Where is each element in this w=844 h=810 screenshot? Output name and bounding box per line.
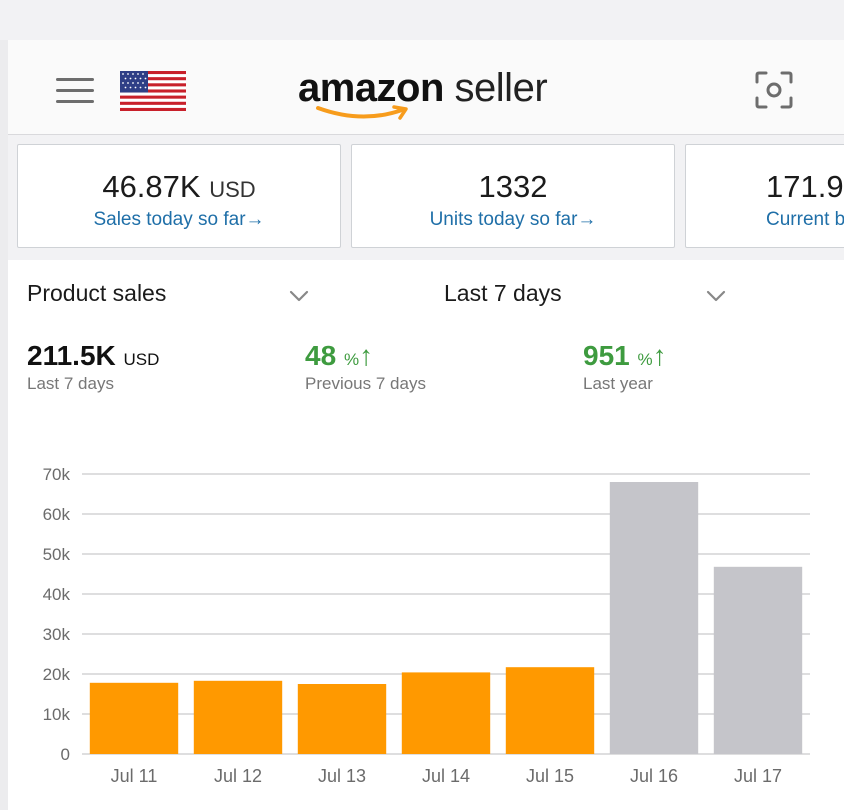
- sales-panel: Product sales Last 7 days 211.5K USD Las…: [8, 260, 844, 810]
- y-tick-label: 50k: [43, 545, 71, 564]
- arrow-up-icon: ↑: [652, 340, 667, 371]
- bar: [193, 680, 283, 754]
- y-tick-label: 20k: [43, 665, 71, 684]
- hamburger-menu-icon[interactable]: [56, 78, 94, 104]
- amazon-smile-icon: [316, 105, 408, 120]
- x-tick-label: Jul 12: [214, 766, 262, 786]
- x-tick-label: Jul 15: [526, 766, 574, 786]
- arrow-up-icon: ↑: [359, 340, 374, 371]
- prev-period-value: 48: [305, 340, 337, 371]
- y-tick-label: 40k: [43, 585, 71, 604]
- logo-word-amazon: amazon: [298, 66, 444, 110]
- x-tick-label: Jul 13: [318, 766, 366, 786]
- y-tick-label: 30k: [43, 625, 71, 644]
- prev-period-unit: %: [343, 350, 360, 369]
- bar: [609, 482, 699, 754]
- units-today-card[interactable]: 1332 Units today so far→: [351, 144, 675, 248]
- arrow-right-icon: →: [577, 209, 597, 230]
- kpi-cards-row: 46.87K USD Sales today so far→ 1332 Unit…: [8, 135, 844, 260]
- bar: [297, 684, 387, 754]
- bar: [401, 672, 491, 754]
- current-balance-card[interactable]: 171.9 Current b: [685, 144, 844, 248]
- x-tick-label: Jul 11: [111, 766, 158, 786]
- y-tick-label: 70k: [43, 465, 71, 484]
- sales-today-card[interactable]: 46.87K USD Sales today so far→: [17, 144, 341, 248]
- sales-today-value: 46.87K: [102, 169, 201, 204]
- status-area: [0, 0, 844, 40]
- bar: [505, 667, 595, 754]
- units-today-link[interactable]: Units today so far: [429, 209, 578, 230]
- units-today-value: 1332: [478, 169, 548, 204]
- last-year-metric: 951 %↑ Last year: [583, 340, 667, 394]
- app-header: amazon seller: [8, 40, 844, 135]
- sales-bar-chart: 0 10k 20k 30k 40k 50k 60k 70k Jul 11 Jul 12 Jul 13…: [43, 465, 810, 786]
- total-sales-unit: USD: [123, 350, 160, 369]
- arrow-right-icon: →: [245, 209, 265, 230]
- total-sales-value: 211.5K: [27, 340, 116, 371]
- us-flag-icon[interactable]: [120, 71, 186, 111]
- chevron-down-icon[interactable]: [289, 290, 309, 302]
- scan-camera-icon[interactable]: [754, 70, 794, 110]
- last-year-label: Last year: [583, 374, 653, 393]
- total-sales-metric: 211.5K USD Last 7 days: [27, 340, 159, 394]
- total-sales-label: Last 7 days: [27, 374, 114, 393]
- metric-dropdown[interactable]: Product sales: [27, 280, 167, 306]
- prev-period-label: Previous 7 days: [305, 374, 426, 393]
- sales-today-unit: USD: [209, 177, 256, 202]
- amazon-seller-logo: amazon seller: [298, 66, 558, 122]
- current-balance-link[interactable]: Current b: [766, 209, 844, 230]
- y-tick-label: 10k: [43, 705, 71, 724]
- bar: [713, 566, 803, 754]
- x-tick-label: Jul 14: [422, 766, 470, 786]
- logo-word-seller: seller: [443, 66, 548, 110]
- last-year-value: 951: [583, 340, 630, 371]
- current-balance-value: 171.9: [766, 169, 844, 204]
- x-tick-label: Jul 16: [630, 766, 678, 786]
- last-year-unit: %: [637, 350, 653, 369]
- bar: [89, 682, 179, 754]
- sales-today-link[interactable]: Sales today so far: [93, 209, 246, 230]
- y-tick-label: 0: [61, 745, 70, 764]
- period-dropdown[interactable]: Last 7 days: [444, 280, 562, 306]
- prev-period-metric: 48 %↑ Previous 7 days: [305, 340, 426, 394]
- y-tick-label: 60k: [43, 505, 71, 524]
- chevron-down-icon[interactable]: [706, 290, 726, 302]
- x-tick-label: Jul 17: [734, 766, 782, 786]
